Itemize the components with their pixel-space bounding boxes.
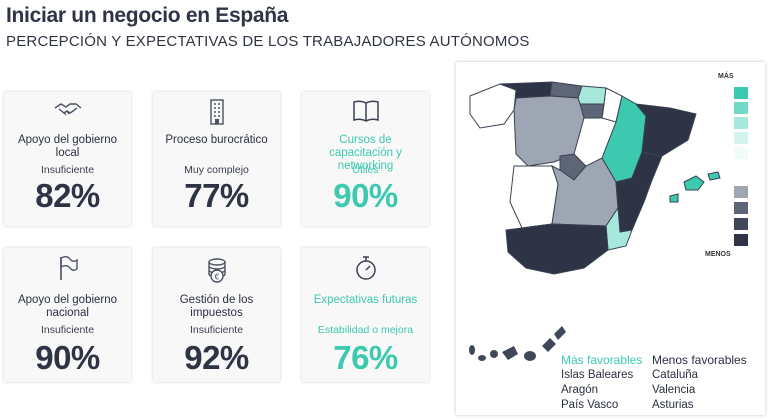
legend-unfavorable-title: Menos favorables xyxy=(652,353,747,367)
scale-swatch xyxy=(734,218,748,230)
card-percentage: 92% xyxy=(184,339,249,376)
card-tax-management: € Gestión de los impuestos Insuficiente … xyxy=(153,248,280,382)
scale-swatch xyxy=(734,186,748,198)
scale-swatch xyxy=(734,117,748,129)
legend-item: País Vasco xyxy=(561,399,619,411)
card-label: Proceso burocrático xyxy=(165,134,268,146)
page-title: Iniciar un negocio en España xyxy=(6,4,289,27)
legend-favorable: Más favorables Islas Baleares Aragón Paí… xyxy=(561,353,642,413)
scale-top-label: MÁS xyxy=(718,73,734,80)
scale-bottom-label: MENOS xyxy=(705,251,731,258)
scale-swatch xyxy=(734,147,748,159)
legend-item: Islas Baleares xyxy=(561,369,634,381)
region-extremadura xyxy=(509,165,559,229)
scale-swatch xyxy=(734,202,748,214)
card-percentage: 90% xyxy=(35,339,100,376)
legend-item: Valencia xyxy=(652,384,696,396)
legend-item: Cataluña xyxy=(652,369,699,381)
region-islas-baleares-ibiza xyxy=(669,193,679,203)
card-percentage: 76% xyxy=(333,339,398,376)
card-bureaucracy: Proceso burocrático Muy complejo 77% xyxy=(153,92,280,226)
flag-icon xyxy=(56,254,80,287)
legend-item: Asturias xyxy=(652,399,694,411)
building-icon xyxy=(205,98,229,131)
region-canarias xyxy=(469,326,566,361)
card-evaluation: Insuficiente xyxy=(189,324,244,336)
card-future-expectations: Expectativas futuras Estabilidad o mejor… xyxy=(302,248,429,382)
scale-swatch xyxy=(734,102,748,114)
card-label: Cursos de capacitación y networking xyxy=(329,134,402,172)
coins-icon: € xyxy=(204,254,230,289)
card-national-government: Apoyo del gobierno nacional Insuficiente… xyxy=(4,248,131,382)
card-evaluation: Insuficiente xyxy=(40,164,95,176)
region-islas-baleares xyxy=(683,175,705,191)
card-percentage: 82% xyxy=(35,177,100,214)
card-evaluation: Insuficiente xyxy=(40,324,95,336)
scale-swatch xyxy=(734,132,748,144)
card-training-courses: Cursos de capacitación y networking Útil… xyxy=(302,92,429,226)
region-galicia xyxy=(469,83,517,129)
card-percentage: 77% xyxy=(184,177,249,214)
spain-map-panel: MÁS MENOS Más favorables Islas Baleares … xyxy=(456,62,765,415)
region-pais-vasco xyxy=(577,85,607,105)
region-islas-baleares-menorca xyxy=(707,171,721,181)
legend-favorable-title: Más favorables xyxy=(561,353,643,367)
svg-text:€: € xyxy=(214,273,219,282)
handshake-icon xyxy=(53,98,83,125)
card-evaluation: Muy complejo xyxy=(184,164,249,176)
card-evaluation: Estabilidad o mejora xyxy=(317,324,414,336)
region-andalucia xyxy=(505,223,609,275)
card-label: Expectativas futuras xyxy=(313,294,418,306)
page-subtitle: PERCEPCIÓN Y EXPECTATIVAS DE LOS TRABAJA… xyxy=(6,33,530,50)
book-icon xyxy=(351,98,381,129)
region-cataluna xyxy=(634,103,697,157)
region-valencia xyxy=(615,151,663,233)
card-local-government: Apoyo del gobierno local Insuficiente 82… xyxy=(4,92,131,226)
card-label: Apoyo del gobierno nacional xyxy=(17,294,118,319)
region-cantabria xyxy=(549,81,583,99)
stopwatch-icon xyxy=(354,254,378,287)
legend-item: Aragón xyxy=(561,384,599,396)
scale-swatch xyxy=(734,234,748,246)
card-percentage: 90% xyxy=(333,177,398,214)
card-label: Apoyo del gobierno local xyxy=(17,134,118,159)
legend-unfavorable: Menos favorables Cataluña Valencia Astur… xyxy=(652,353,747,413)
card-evaluation: Útiles xyxy=(352,164,379,176)
card-label: Gestión de los impuestos xyxy=(179,294,254,319)
region-navarra xyxy=(601,87,623,123)
scale-swatch xyxy=(734,87,748,99)
spain-regions-map xyxy=(469,81,721,361)
